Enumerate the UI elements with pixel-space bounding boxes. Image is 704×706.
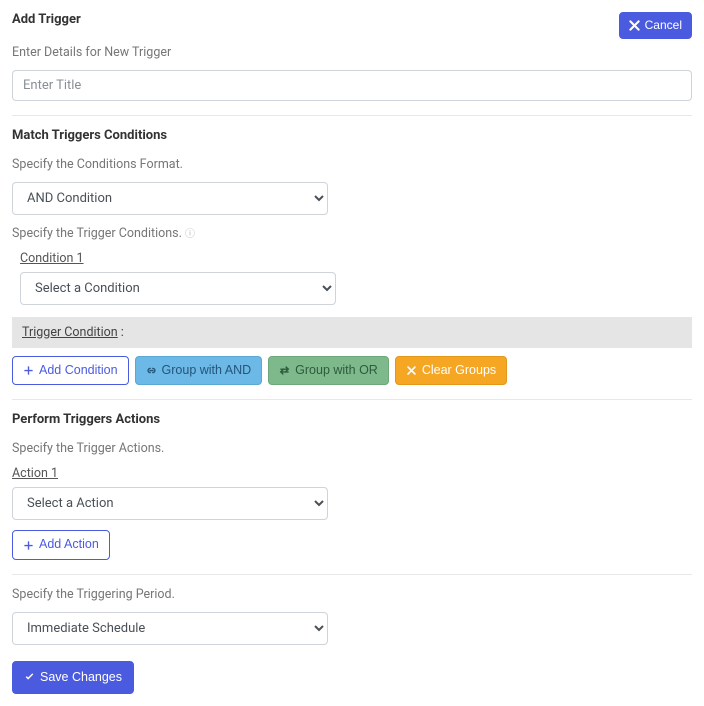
actions-label: Specify the Trigger Actions. bbox=[12, 441, 692, 456]
add-action-label: Add Action bbox=[39, 536, 99, 554]
cancel-button[interactable]: Cancel bbox=[619, 12, 692, 39]
group-or-label: Group with OR bbox=[295, 362, 378, 380]
plus-icon bbox=[23, 365, 34, 376]
check-icon bbox=[24, 672, 35, 683]
link-icon bbox=[146, 365, 157, 376]
group-and-button[interactable]: Group with AND bbox=[135, 356, 263, 386]
group-and-label: Group with AND bbox=[162, 362, 252, 380]
clear-groups-label: Clear Groups bbox=[422, 362, 496, 380]
trigger-condition-bar: Trigger Condition : bbox=[12, 317, 692, 348]
clear-groups-button[interactable]: Clear Groups bbox=[395, 356, 507, 386]
group-or-button[interactable]: Group with OR bbox=[268, 356, 389, 386]
plus-icon bbox=[23, 540, 34, 551]
conditions-format-label: Specify the Conditions Format. bbox=[12, 157, 692, 172]
trigger-conditions-label: Specify the Trigger Conditions. ⓘ bbox=[12, 225, 692, 241]
swap-icon bbox=[279, 365, 290, 376]
add-condition-label: Add Condition bbox=[39, 362, 118, 380]
cancel-button-label: Cancel bbox=[645, 17, 682, 34]
conditions-format-select[interactable]: AND Condition bbox=[12, 182, 328, 215]
add-action-button[interactable]: Add Action bbox=[12, 530, 110, 560]
conditions-section-title: Match Triggers Conditions bbox=[12, 128, 692, 143]
action-1-select[interactable]: Select a Action bbox=[12, 487, 328, 520]
page-title: Add Trigger bbox=[12, 12, 81, 27]
period-select[interactable]: Immediate Schedule bbox=[12, 612, 328, 645]
header-subtitle: Enter Details for New Trigger bbox=[12, 45, 692, 60]
condition-1-label: Condition 1 bbox=[20, 251, 692, 266]
period-label: Specify the Triggering Period. bbox=[12, 587, 692, 602]
close-icon bbox=[629, 20, 640, 31]
condition-1-select[interactable]: Select a Condition bbox=[20, 272, 336, 305]
trigger-title-input[interactable] bbox=[12, 70, 692, 101]
x-icon bbox=[406, 365, 417, 376]
save-changes-button[interactable]: Save Changes bbox=[12, 661, 134, 695]
actions-section-title: Perform Triggers Actions bbox=[12, 412, 692, 427]
info-icon: ⓘ bbox=[185, 229, 195, 240]
save-changes-label: Save Changes bbox=[40, 669, 122, 687]
action-1-label: Action 1 bbox=[12, 466, 692, 481]
add-condition-button[interactable]: Add Condition bbox=[12, 356, 129, 386]
